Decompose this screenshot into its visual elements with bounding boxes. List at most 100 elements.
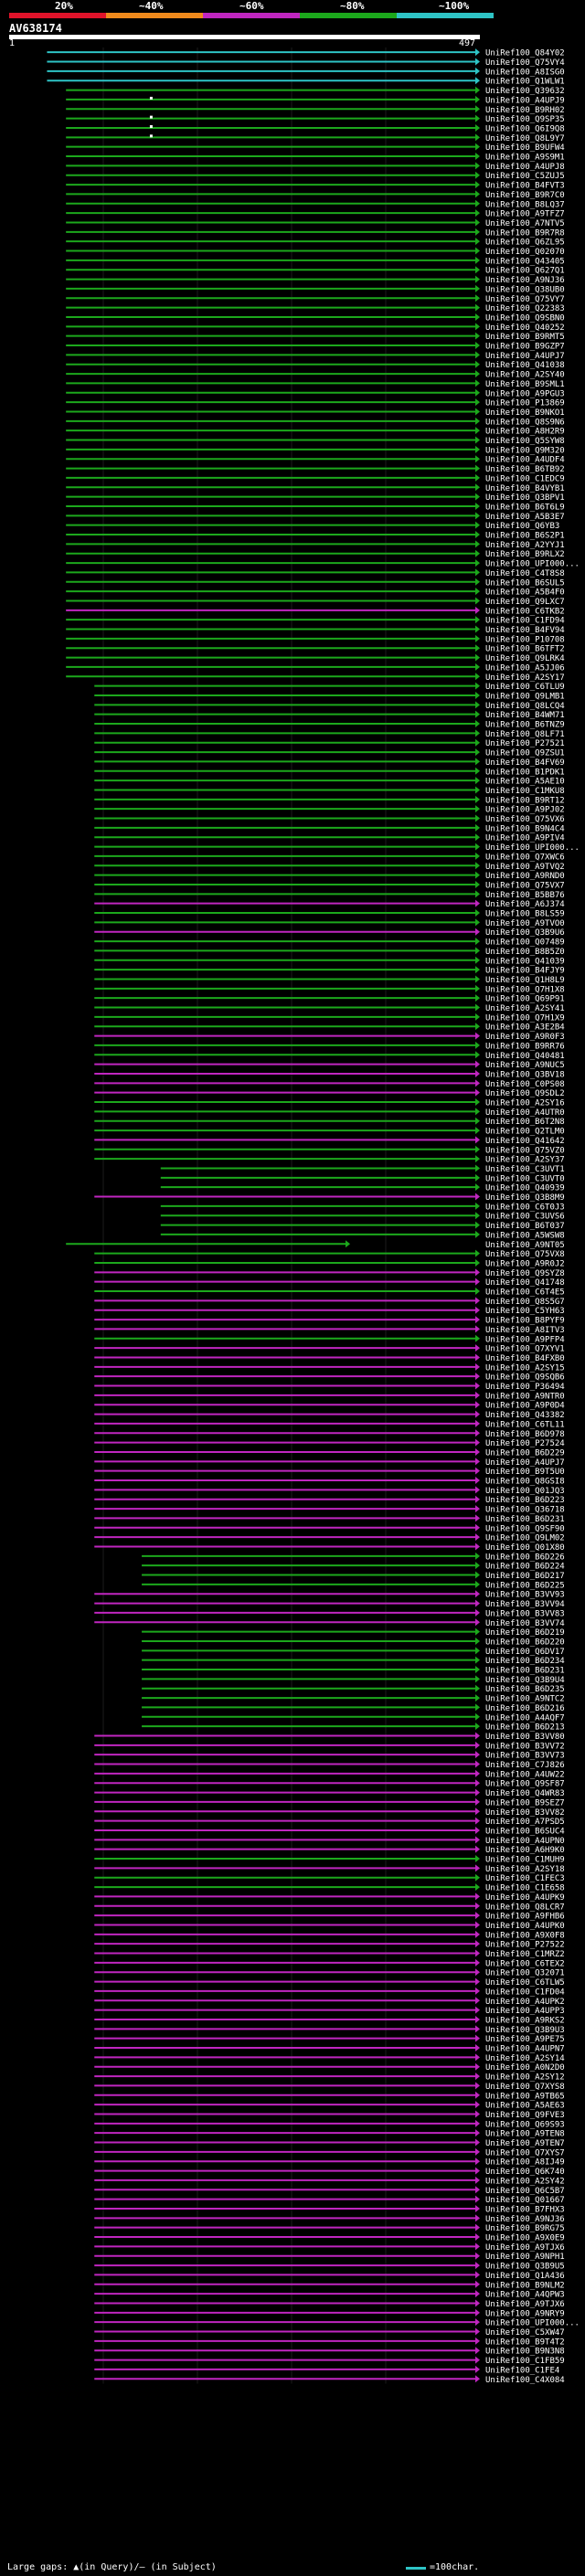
hit-label[interactable]: UniRef100_B9SEZ7 bbox=[485, 1798, 565, 1807]
hit-row[interactable]: UniRef100_B9RH02 bbox=[66, 105, 565, 115]
hit-label[interactable]: UniRef100_B3VV83 bbox=[485, 1609, 565, 1618]
hit-label[interactable]: UniRef100_C5YH63 bbox=[485, 1307, 565, 1316]
hit-row[interactable]: UniRef100_C4T8S8 bbox=[66, 568, 565, 578]
hit-row[interactable]: UniRef100_Q3BPV1 bbox=[66, 493, 565, 504]
hit-label[interactable]: UniRef100_Q07489 bbox=[485, 938, 565, 948]
hit-row[interactable]: UniRef100_B3VV82 bbox=[94, 1807, 565, 1818]
hit-row[interactable]: UniRef100_Q8L9Y7 bbox=[66, 133, 565, 143]
hit-label[interactable]: UniRef100_A8ISG0 bbox=[485, 68, 565, 77]
hit-label[interactable]: UniRef100_Q69P91 bbox=[485, 995, 565, 1004]
hit-label[interactable]: UniRef100_C1FD04 bbox=[485, 1988, 565, 1997]
hit-row[interactable]: UniRef100_B5BB76 bbox=[94, 890, 565, 900]
hit-row[interactable]: UniRef100_B3VV72 bbox=[94, 1741, 565, 1752]
hit-row[interactable]: UniRef100_C6TLW5 bbox=[94, 1977, 565, 1988]
hit-label[interactable]: UniRef100_A5AE63 bbox=[485, 2102, 565, 2111]
hit-label[interactable]: UniRef100_A4UDF4 bbox=[485, 456, 565, 465]
hit-row[interactable]: UniRef100_Q7XYS7 bbox=[94, 2147, 565, 2158]
hit-label[interactable]: UniRef100_A9S9M1 bbox=[485, 154, 565, 163]
hit-label[interactable]: UniRef100_A9PIV4 bbox=[485, 834, 565, 843]
hit-row[interactable]: UniRef100_A4UPK2 bbox=[94, 1997, 565, 2007]
hit-label[interactable]: UniRef100_A9TEN7 bbox=[485, 2139, 565, 2148]
hit-label[interactable]: UniRef100_Q9LMB1 bbox=[485, 692, 565, 701]
hit-label[interactable]: UniRef100_B4FJY9 bbox=[485, 967, 565, 976]
hit-label[interactable]: UniRef100_B9UFW4 bbox=[485, 143, 565, 153]
hit-row[interactable]: UniRef100_Q69P91 bbox=[94, 994, 565, 1004]
hit-label[interactable]: UniRef100_B6D217 bbox=[485, 1572, 565, 1581]
hit-label[interactable]: UniRef100_Q6I9Q8 bbox=[485, 124, 565, 133]
hit-row[interactable]: UniRef100_B6D219 bbox=[142, 1627, 565, 1638]
hit-label[interactable]: UniRef100_Q9SQB6 bbox=[485, 1373, 565, 1383]
hit-row[interactable]: UniRef100_A9NPH1 bbox=[94, 2252, 565, 2263]
hit-row[interactable]: UniRef100_Q6YB3 bbox=[66, 521, 559, 532]
hit-row[interactable]: UniRef100_A9TJX6 bbox=[94, 2242, 565, 2253]
hit-label[interactable]: UniRef100_B6D219 bbox=[485, 1628, 565, 1638]
hit-label[interactable]: UniRef100_Q6DV17 bbox=[485, 1648, 565, 1657]
hit-row[interactable]: UniRef100_Q75VZ0 bbox=[94, 1145, 565, 1156]
hit-row[interactable]: UniRef100_B9RMT5 bbox=[66, 332, 565, 343]
hit-label[interactable]: UniRef100_Q7XWC6 bbox=[485, 853, 565, 862]
hit-row[interactable]: UniRef100_B9RR76 bbox=[94, 1041, 565, 1052]
hit-label[interactable]: UniRef100_B9R7R8 bbox=[485, 228, 565, 238]
hit-row[interactable]: UniRef100_P27524 bbox=[94, 1438, 565, 1449]
hit-label[interactable]: UniRef100_Q75VX6 bbox=[485, 815, 565, 824]
hit-row[interactable]: UniRef100_C6TLU9 bbox=[94, 682, 565, 693]
hit-label[interactable]: UniRef100_Q3B9U3 bbox=[485, 2026, 565, 2035]
hit-label[interactable]: UniRef100_Q3BV18 bbox=[485, 1070, 565, 1079]
hit-row[interactable]: UniRef100_A4UPN0 bbox=[94, 1836, 565, 1846]
hit-row[interactable]: UniRef100_A9TFZ7 bbox=[66, 209, 565, 219]
hit-row[interactable]: UniRef100_Q8LCQ4 bbox=[94, 701, 565, 711]
hit-label[interactable]: UniRef100_B8PYF9 bbox=[485, 1317, 565, 1326]
hit-row[interactable]: UniRef100_Q8LF71 bbox=[94, 729, 565, 739]
hit-label[interactable]: UniRef100_C1MUH9 bbox=[485, 1856, 565, 1865]
hit-row[interactable]: UniRef100_A9PFP4 bbox=[94, 1334, 565, 1345]
hit-label[interactable]: UniRef100_B3VV73 bbox=[485, 1752, 565, 1761]
hit-label[interactable]: UniRef100_B3VV82 bbox=[485, 1808, 565, 1818]
hit-label[interactable]: UniRef100_B6D223 bbox=[485, 1496, 565, 1505]
hit-row[interactable]: UniRef100_Q3B9U5 bbox=[94, 2262, 565, 2272]
hit-row[interactable]: UniRef100_B6TFT2 bbox=[66, 644, 565, 654]
hit-label[interactable]: UniRef100_P10708 bbox=[485, 635, 565, 644]
hit-row[interactable]: UniRef100_C1EDC9 bbox=[66, 473, 565, 484]
hit-row[interactable]: UniRef100_Q3B8M9 bbox=[94, 1193, 565, 1203]
hit-row[interactable]: UniRef100_Q43405 bbox=[66, 256, 565, 267]
hit-label[interactable]: UniRef100_B6TFT2 bbox=[485, 645, 565, 654]
hit-row[interactable]: UniRef100_A8H2R9 bbox=[66, 427, 565, 437]
hit-label[interactable]: UniRef100_A4UTR0 bbox=[485, 1108, 565, 1118]
hit-label[interactable]: UniRef100_A9TEN8 bbox=[485, 2130, 565, 2139]
hit-label[interactable]: UniRef100_B7FHX3 bbox=[485, 2205, 565, 2214]
hit-label[interactable]: UniRef100_C1FEC3 bbox=[485, 1874, 565, 1883]
hit-row[interactable]: UniRef100_Q1H8L9 bbox=[94, 975, 565, 985]
hit-row[interactable]: UniRef100_A5B4F0 bbox=[66, 588, 565, 598]
hit-label[interactable]: UniRef100_Q9SF90 bbox=[485, 1524, 565, 1533]
hit-row[interactable]: UniRef100_A7PSD5 bbox=[94, 1817, 565, 1828]
hit-row[interactable]: UniRef100_Q3B9U4 bbox=[142, 1675, 565, 1685]
hit-row[interactable]: UniRef100_B4FXB0 bbox=[94, 1353, 565, 1363]
hit-row[interactable]: UniRef100_A4UTR0 bbox=[94, 1108, 565, 1118]
hit-label[interactable]: UniRef100_C1FB59 bbox=[485, 2357, 565, 2366]
hit-row[interactable]: UniRef100_A7NTV5 bbox=[66, 218, 565, 228]
hit-label[interactable]: UniRef100_B9NLM2 bbox=[485, 2281, 565, 2290]
hit-label[interactable]: UniRef100_C1FE4 bbox=[485, 2366, 559, 2375]
hit-label[interactable]: UniRef100_B9NKO1 bbox=[485, 408, 565, 418]
hit-label[interactable]: UniRef100_C1EDC9 bbox=[485, 474, 565, 483]
hit-label[interactable]: UniRef100_A9NT05 bbox=[485, 1241, 565, 1250]
hit-label[interactable]: UniRef100_Q40252 bbox=[485, 323, 565, 333]
hit-row[interactable]: UniRef100_B6SUL5 bbox=[66, 578, 565, 588]
hit-label[interactable]: UniRef100_A9R0F3 bbox=[485, 1033, 565, 1042]
hit-label[interactable]: UniRef100_Q9LXC7 bbox=[485, 598, 565, 607]
hit-label[interactable]: UniRef100_A8H2R9 bbox=[485, 428, 565, 437]
hit-label[interactable]: UniRef100_A2SY17 bbox=[485, 673, 565, 683]
hit-label[interactable]: UniRef100_B4WM71 bbox=[485, 711, 565, 720]
hit-label[interactable]: UniRef100_Q8LCQ4 bbox=[485, 702, 565, 711]
hit-row[interactable]: UniRef100_Q9SYZ8 bbox=[94, 1268, 565, 1278]
hit-label[interactable]: UniRef100_A5JJ06 bbox=[485, 663, 565, 673]
hit-label[interactable]: UniRef100_Q7XYV1 bbox=[485, 1345, 565, 1354]
hit-row[interactable]: UniRef100_Q38UB0 bbox=[66, 284, 565, 295]
hit-row[interactable]: UniRef100_A9TEN7 bbox=[94, 2138, 565, 2149]
hit-label[interactable]: UniRef100_Q75VX8 bbox=[485, 1250, 565, 1259]
hit-label[interactable]: UniRef100_A9TJX6 bbox=[485, 2300, 565, 2309]
hit-row[interactable]: UniRef100_A9X0F8 bbox=[94, 1930, 565, 1941]
hit-label[interactable]: UniRef100_A9NRY9 bbox=[485, 2309, 565, 2318]
hit-label[interactable]: UniRef100_B5BB76 bbox=[485, 891, 565, 900]
hit-label[interactable]: UniRef100_Q3B9U5 bbox=[485, 2263, 565, 2272]
